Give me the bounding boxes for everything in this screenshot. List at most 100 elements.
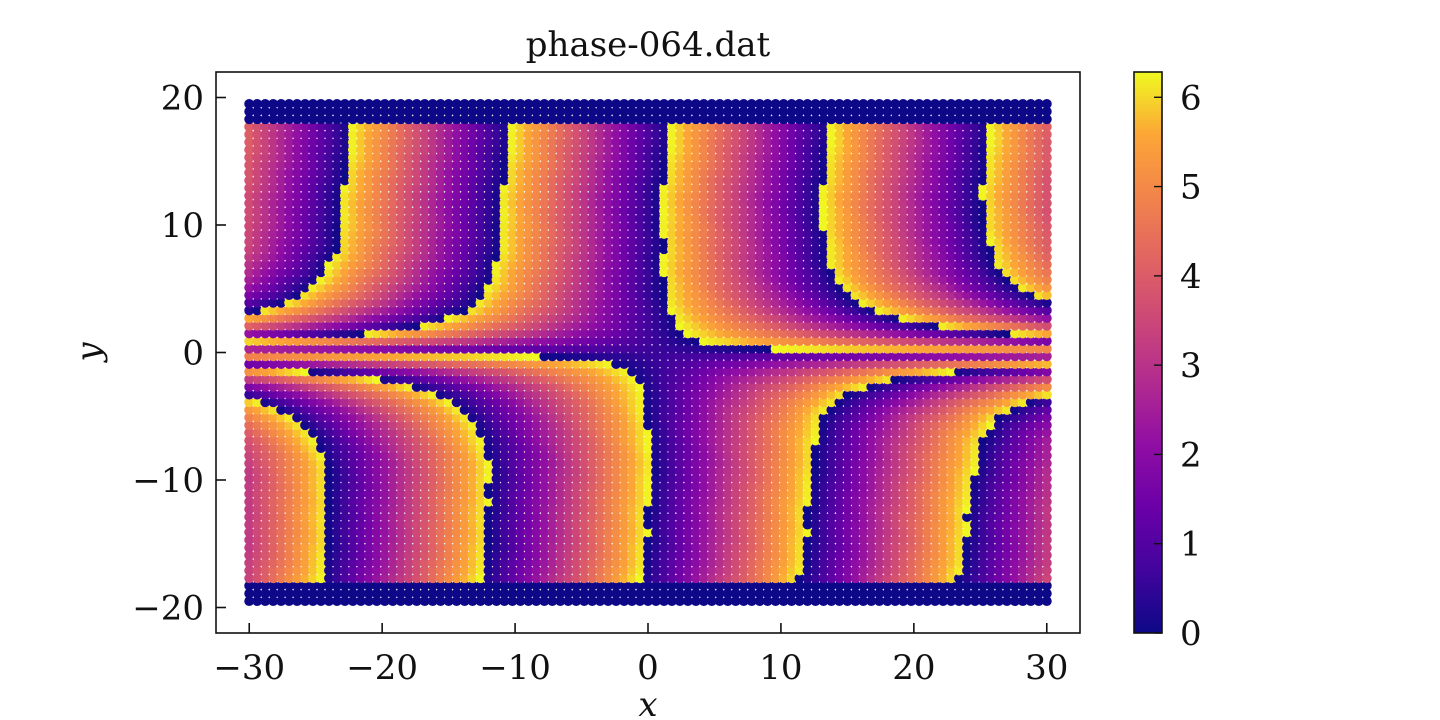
phase-point <box>347 504 358 515</box>
phase-point <box>443 527 454 538</box>
phase-point <box>914 527 925 538</box>
phase-point <box>347 580 358 591</box>
phase-point <box>914 565 925 576</box>
phase-point <box>539 596 550 607</box>
phase-point <box>985 534 996 545</box>
phase-point <box>946 550 957 561</box>
phase-point <box>292 527 303 538</box>
phase-point <box>666 527 677 538</box>
phase-point <box>499 550 510 561</box>
phase-point <box>682 550 693 561</box>
phase-point <box>874 534 885 545</box>
phase-point <box>603 588 614 599</box>
phase-point <box>770 512 781 522</box>
phase-point <box>379 550 390 561</box>
phase-point <box>427 512 438 522</box>
phase-point <box>682 596 693 607</box>
phase-point <box>786 596 797 607</box>
phase-point <box>882 565 893 576</box>
phase-point <box>898 596 909 607</box>
phase-point <box>954 596 964 607</box>
phase-point <box>698 534 709 545</box>
phase-point <box>579 519 590 530</box>
phase-point <box>531 565 542 576</box>
phase-point <box>411 527 422 538</box>
phase-point <box>363 550 374 561</box>
phase-point <box>491 534 502 545</box>
phase-point <box>539 580 550 591</box>
phase-point <box>379 580 390 591</box>
phase-point <box>978 596 988 607</box>
phase-point <box>906 550 917 561</box>
phase-point <box>842 596 853 607</box>
phase-point <box>523 519 534 530</box>
phase-point <box>898 527 909 538</box>
phase-point <box>579 527 590 538</box>
phase-point <box>866 519 877 530</box>
phase-point <box>770 542 781 553</box>
phase-point <box>276 542 287 553</box>
phase-point <box>499 565 510 576</box>
phase-point <box>682 573 693 584</box>
phase-point <box>714 573 725 584</box>
phase-point <box>946 534 957 545</box>
phase-point <box>300 588 311 599</box>
phase-point <box>962 519 972 530</box>
phase-point <box>347 550 358 561</box>
phase-point <box>659 588 669 599</box>
phase-point <box>276 573 287 584</box>
phase-point <box>882 512 893 522</box>
phase-point <box>714 596 725 607</box>
phase-point <box>714 588 725 599</box>
phase-point <box>802 550 813 561</box>
phase-point <box>818 519 829 530</box>
phase-point <box>587 557 598 568</box>
phase-point <box>906 557 917 568</box>
phase-point <box>555 557 566 568</box>
phase-point <box>674 557 685 568</box>
phase-point <box>244 596 255 607</box>
phase-point <box>483 512 494 522</box>
phase-point <box>332 542 342 553</box>
phase-point <box>539 519 550 530</box>
phase-point <box>603 534 614 545</box>
phase-point <box>946 565 957 576</box>
phase-point <box>539 527 550 538</box>
phase-point <box>371 565 382 576</box>
phase-point <box>706 512 717 522</box>
phase-point <box>1017 580 1028 591</box>
phase-point <box>363 580 374 591</box>
phase-point <box>260 527 271 538</box>
phase-point <box>547 565 558 576</box>
phase-point <box>866 565 877 576</box>
phase-point <box>587 565 598 576</box>
phase-point <box>635 580 645 591</box>
phase-point <box>930 580 941 591</box>
phase-point <box>985 565 996 576</box>
phase-point <box>810 588 821 599</box>
phase-point <box>993 542 1004 553</box>
phase-point <box>475 512 486 522</box>
phase-point <box>467 542 478 553</box>
phase-point <box>698 596 709 607</box>
phase-point <box>690 588 701 599</box>
phase-point <box>754 534 765 545</box>
phase-point <box>555 588 566 599</box>
phase-point <box>898 534 909 545</box>
phase-point <box>260 565 271 576</box>
phase-point <box>946 557 957 568</box>
phase-point <box>962 596 972 607</box>
phase-point <box>770 580 781 591</box>
phase-point <box>818 550 829 561</box>
phase-point <box>659 542 669 553</box>
phase-point <box>666 534 677 545</box>
phase-point <box>316 573 326 584</box>
phase-point <box>898 550 909 561</box>
phase-point <box>603 512 614 522</box>
phase-point <box>491 573 502 584</box>
phase-point <box>571 580 582 591</box>
phase-point <box>411 534 422 545</box>
phase-point <box>778 542 789 553</box>
phase-point <box>993 588 1004 599</box>
